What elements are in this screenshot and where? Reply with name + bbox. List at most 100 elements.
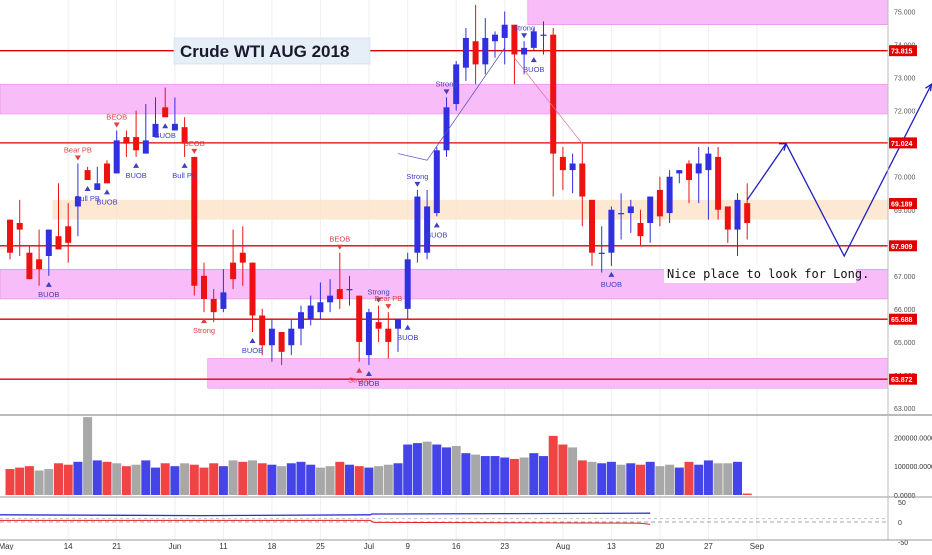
volume-bar [694, 465, 703, 495]
volume-bar [685, 462, 694, 495]
volume-bar [432, 445, 441, 495]
volume-bar [607, 462, 616, 495]
volume-bar [714, 463, 723, 495]
time-tick-label: 23 [500, 542, 509, 550]
volume-bar [219, 466, 228, 495]
candle-body [414, 197, 420, 253]
time-tick-label: 11 [219, 542, 228, 550]
signal-label: BUOB [96, 197, 117, 206]
candle-body [201, 276, 207, 299]
volume-bar [568, 447, 577, 495]
candle-body [172, 124, 178, 131]
level-price-tag-text: 65.688 [891, 317, 913, 324]
candle-body [560, 157, 566, 170]
candle-body [308, 306, 314, 319]
time-tick-label: Jul [364, 542, 374, 550]
time-tick-label: 20 [655, 542, 664, 550]
candle-body [657, 190, 663, 216]
volume-bar [209, 463, 218, 495]
candle-body [492, 35, 498, 42]
candle-body [638, 223, 644, 236]
candle-body [123, 137, 129, 144]
volume-bar [461, 453, 470, 495]
volume-bar [44, 469, 53, 495]
candle-body [317, 302, 323, 312]
price-tick-label: 72.000 [894, 109, 916, 116]
candle-body [356, 296, 362, 342]
volume-bar [151, 468, 160, 495]
volume-bar [248, 460, 257, 495]
volume-bar [452, 446, 461, 495]
candle-body [56, 236, 62, 249]
time-tick-label: 21 [112, 542, 121, 550]
volume-bar [345, 465, 354, 495]
candle-body [463, 38, 469, 68]
volume-bar [6, 469, 15, 495]
volume-bar [364, 468, 373, 495]
volume-bar [500, 458, 509, 496]
volume-bar [743, 494, 752, 495]
volume-bar [442, 447, 451, 495]
volume-bar [335, 462, 344, 495]
signal-label: BUOB [601, 280, 622, 289]
signal-label: BUOB [155, 131, 176, 140]
candle-body [531, 31, 537, 48]
candle-body [667, 177, 673, 213]
volume-bar [510, 459, 519, 495]
candle-body [482, 38, 488, 64]
candle-body [114, 140, 120, 173]
volume-bar [549, 436, 558, 495]
candle-body [744, 203, 750, 223]
signal-label: BEOB [184, 139, 205, 148]
candle-body [647, 197, 653, 223]
time-tick-label: May [0, 542, 14, 550]
candle-body [65, 226, 71, 243]
volume-bar [238, 462, 247, 495]
volume-bar [665, 465, 674, 495]
level-price-tag-text: 67.909 [891, 244, 913, 251]
signal-label: Bull PB [172, 171, 197, 180]
volume-bar [306, 465, 315, 495]
volume-bar [626, 463, 635, 495]
candle-body [104, 164, 110, 184]
volume-bar [35, 470, 44, 495]
candle-body [715, 157, 721, 210]
candle-body [143, 140, 149, 153]
candle-body [735, 200, 741, 230]
volume-bar [617, 465, 626, 495]
candle-body [579, 164, 585, 197]
osc-tick-label: 50 [898, 500, 906, 507]
volume-bar [733, 462, 742, 495]
volume-bar [200, 468, 209, 495]
candle-body [473, 41, 479, 64]
time-tick-label: 9 [405, 542, 410, 550]
candle-body [347, 289, 353, 290]
volume-bar [471, 455, 480, 495]
volume-bar [578, 460, 587, 495]
signal-label: BUOB [125, 171, 146, 180]
volume-bar [112, 463, 121, 495]
supply-demand-zone [528, 0, 888, 25]
time-tick-label: 16 [452, 542, 461, 550]
candle-body [521, 48, 527, 55]
volume-bar [277, 466, 286, 495]
candle-body [279, 332, 285, 352]
candle-body [405, 259, 411, 309]
candle-body [162, 107, 168, 117]
volume-bar [539, 456, 548, 495]
volume-bar [646, 462, 655, 495]
signal-label: BUOB [38, 290, 59, 299]
volume-bar [394, 463, 403, 495]
volume-bar [141, 460, 150, 495]
time-tick-label: Sep [750, 542, 765, 550]
candle-body [608, 210, 614, 253]
candle-body [211, 299, 217, 312]
time-tick-label: 13 [607, 542, 616, 550]
time-tick-label: 25 [316, 542, 325, 550]
volume-bar [258, 463, 267, 495]
candle-body [250, 263, 256, 316]
signal-label: Bear PB [64, 146, 92, 155]
candle-body [395, 319, 401, 329]
candle-body [269, 329, 275, 346]
